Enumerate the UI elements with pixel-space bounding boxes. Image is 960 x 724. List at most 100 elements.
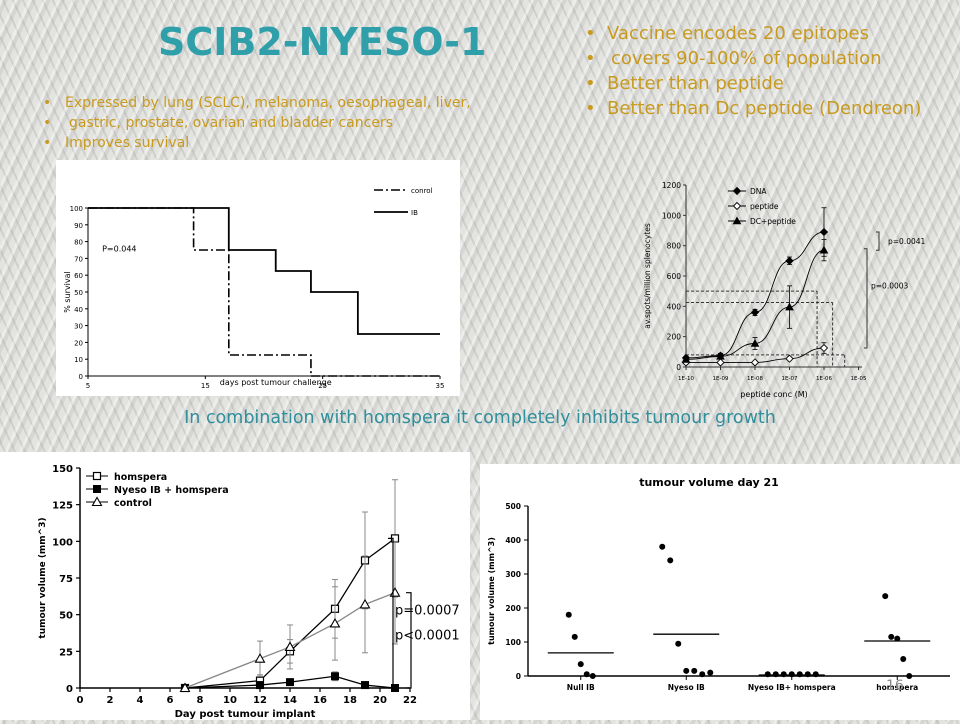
p-value-annotation: p=0.0003 — [871, 281, 909, 290]
data-point — [659, 543, 666, 550]
legend-label: control — [114, 498, 152, 509]
legend-label: IB — [411, 209, 418, 217]
data-point — [683, 667, 690, 674]
x-tick-label: 1E-09 — [713, 376, 729, 382]
y-tick-label: 150 — [52, 464, 73, 475]
data-point — [675, 640, 682, 647]
y-axis-label: % survival — [63, 271, 72, 313]
tumour-volume-chart: tumour volume day 21 0 100 200 300 400 500 tumo… — [487, 476, 950, 692]
data-point — [681, 354, 691, 363]
bullet-item: Better than peptide — [585, 71, 921, 96]
data-point — [699, 671, 706, 678]
data-point — [361, 681, 369, 690]
legend-label: conrol — [411, 187, 433, 195]
data-point — [900, 656, 907, 662]
data-point — [577, 661, 584, 668]
y-tick-label: 70 — [74, 255, 83, 263]
y-tick-label: 800 — [667, 242, 682, 251]
y-tick-label: 90 — [74, 222, 83, 230]
p-value-annotation: P=0.044 — [102, 245, 136, 254]
x-tick-label: 18 — [343, 695, 357, 706]
data-point — [331, 672, 339, 681]
p-value-annotation: p=0.0007 — [395, 604, 460, 619]
x-tick-label: 15 — [201, 382, 210, 390]
data-point — [750, 358, 760, 367]
x-tick-label: homspera — [876, 683, 918, 692]
x-tick-label: 2 — [107, 695, 114, 706]
data-point — [819, 245, 829, 254]
y-tick-label: 25 — [59, 647, 73, 658]
legend-label: DNA — [750, 187, 767, 196]
x-tick-label: 0 — [77, 695, 84, 706]
y-tick-label: 40 — [74, 306, 83, 314]
legend-marker — [92, 471, 102, 481]
x-axis-label: peptide conc (M) — [740, 390, 807, 399]
data-point — [804, 671, 811, 678]
y-tick-label: 75 — [59, 574, 73, 585]
data-point — [894, 635, 901, 642]
x-tick-label: Null IB — [567, 683, 595, 692]
significance-bracket — [876, 231, 880, 251]
x-tick-label: 20 — [373, 695, 387, 706]
data-point — [284, 641, 296, 651]
significance-bracket — [406, 592, 412, 689]
data-point — [785, 354, 794, 363]
data-point — [819, 227, 829, 237]
data-point — [691, 667, 698, 674]
y-tick-label: 20 — [74, 339, 83, 347]
data-point — [667, 557, 674, 564]
data-point — [906, 673, 913, 679]
y-tick-label: 400 — [667, 302, 682, 311]
y-axis-label: tumour volume (mm^3) — [38, 517, 48, 638]
x-axis-label: days post tumour challenge — [220, 378, 332, 387]
x-tick-label: 1E-08 — [747, 376, 763, 382]
data-point — [882, 593, 889, 600]
x-tick-label: 35 — [436, 382, 445, 390]
y-tick-label: 10 — [74, 356, 83, 364]
series-line-dc+peptide — [685, 249, 825, 360]
data-point — [785, 302, 794, 311]
data-point — [819, 343, 829, 353]
bullet-item-continuation: covers 90-100% of population — [585, 46, 921, 71]
x-tick-label: 1E-10 — [678, 376, 694, 382]
y-axis-label: tumour volume (mm^3) — [487, 537, 496, 645]
data-point — [571, 633, 578, 640]
data-point — [750, 338, 760, 347]
bullet-item-continuation: gastric, prostate, ovarian and bladder c… — [43, 113, 471, 133]
y-tick-label: 80 — [74, 239, 83, 247]
tumour-volume-chart-panel: tumour volume day 21 0 100 200 300 400 500 tumo… — [480, 464, 960, 720]
data-point — [716, 351, 725, 360]
x-tick-label: 12 — [253, 695, 267, 706]
data-point — [888, 633, 895, 640]
y-tick-label: 0 — [79, 373, 83, 381]
x-tick-label: 1E-05 — [850, 376, 866, 382]
y-tick-label: 60 — [74, 272, 83, 280]
data-point — [772, 671, 779, 678]
y-tick-label: 0 — [516, 672, 521, 681]
data-point — [780, 671, 787, 678]
legend-marker — [93, 485, 101, 493]
y-tick-label: 600 — [667, 272, 682, 281]
x-tick-label: 4 — [137, 695, 144, 706]
data-point — [589, 673, 596, 679]
y-tick-label: 200 — [667, 333, 682, 342]
data-point — [565, 611, 572, 618]
data-point — [716, 358, 725, 367]
y-tick-label: 0 — [66, 684, 73, 695]
elispot-chart-panel: 0 200 400 600 800 1000 1200 1E-10 1E-09 1E-08 1E-0… — [640, 170, 942, 408]
y-tick-label: 100 — [70, 205, 83, 213]
x-tick-label: 14 — [283, 695, 297, 706]
x-tick-label: 6 — [167, 695, 174, 706]
y-tick-label: 30 — [74, 323, 83, 331]
data-point — [389, 587, 401, 597]
legend-label: DC+peptide — [750, 217, 796, 226]
series-line-ib — [88, 207, 440, 335]
y-tick-label: 50 — [74, 289, 83, 297]
x-axis-label: Day post tumour implant — [175, 709, 316, 720]
y-tick-label: 125 — [52, 501, 73, 512]
x-tick-label: 5 — [86, 382, 90, 390]
x-tick-label: 16 — [313, 695, 327, 706]
data-point — [750, 308, 760, 317]
x-tick-label: Nyeso IB+ homspera — [748, 683, 836, 692]
y-tick-label: 400 — [505, 536, 521, 545]
